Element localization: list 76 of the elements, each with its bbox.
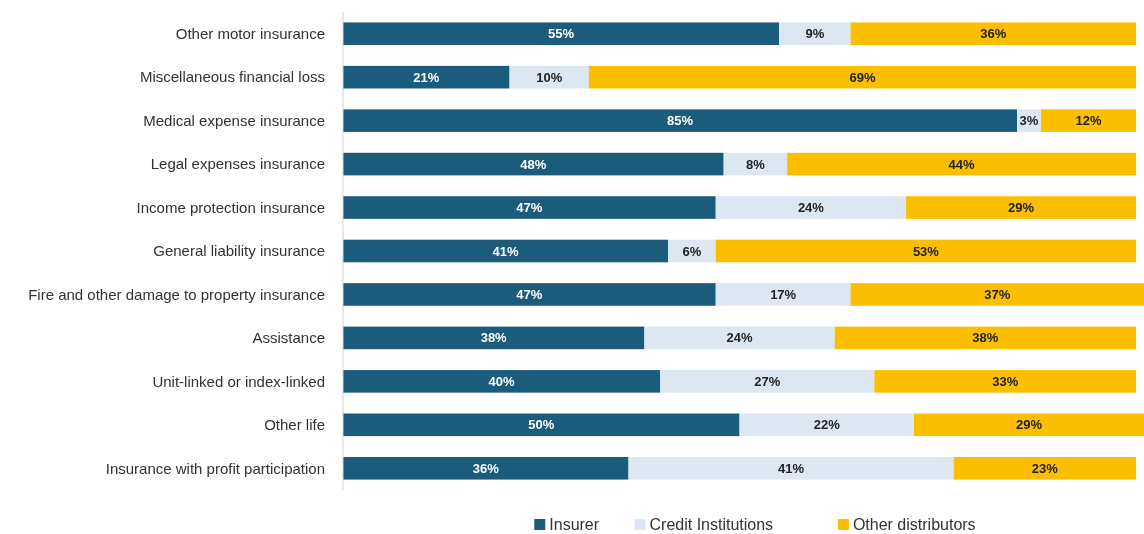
bar bbox=[343, 196, 716, 219]
data-label: 37% bbox=[984, 287, 1011, 302]
data-label: 27% bbox=[754, 373, 781, 389]
bar bbox=[628, 456, 954, 480]
bar bbox=[343, 283, 716, 306]
data-label: 10% bbox=[536, 69, 563, 85]
data-label: 21% bbox=[413, 69, 440, 85]
bar bbox=[343, 370, 661, 393]
data-label: 38% bbox=[972, 330, 999, 346]
y-tick-label: Unit-linked or index-linked bbox=[152, 372, 325, 390]
y-tick-label: Other life bbox=[264, 416, 325, 434]
bar bbox=[1040, 109, 1137, 132]
data-label: 9% bbox=[805, 26, 825, 42]
bar bbox=[787, 152, 1137, 176]
y-tick-label: Assistance bbox=[252, 329, 325, 347]
data-label: 53% bbox=[912, 243, 940, 259]
y-tick-label: Legal expenses insurance bbox=[150, 155, 325, 173]
bar bbox=[914, 413, 1144, 437]
bar bbox=[343, 456, 629, 480]
bar bbox=[588, 65, 1137, 89]
data-label: 6% bbox=[682, 243, 702, 259]
bar bbox=[343, 152, 724, 176]
bar bbox=[644, 326, 835, 350]
bar bbox=[343, 326, 645, 350]
bar bbox=[850, 283, 1144, 306]
bar bbox=[850, 22, 1137, 46]
legend-label: Other distributors bbox=[852, 516, 976, 534]
bar bbox=[953, 456, 1137, 480]
bar bbox=[343, 22, 780, 46]
legend-label: Insurer bbox=[549, 516, 600, 534]
data-label: 41% bbox=[492, 243, 520, 259]
data-label: 41% bbox=[778, 460, 805, 476]
data-label: 8% bbox=[746, 156, 766, 172]
data-label: 36% bbox=[472, 460, 500, 476]
data-label: 47% bbox=[516, 200, 543, 216]
bar bbox=[343, 109, 1018, 132]
bar bbox=[343, 65, 510, 89]
data-label: 22% bbox=[813, 417, 841, 433]
data-label: 29% bbox=[1015, 417, 1043, 433]
data-label: 24% bbox=[797, 200, 825, 216]
data-label: 47% bbox=[516, 287, 543, 302]
data-label: 55% bbox=[548, 26, 575, 42]
bar bbox=[343, 239, 669, 263]
data-label: 23% bbox=[1031, 460, 1059, 476]
y-tick-label: General liability insurance bbox=[153, 242, 325, 260]
data-label: 12% bbox=[1075, 113, 1102, 129]
y-tick-label: Other motor insurance bbox=[175, 24, 325, 42]
legend-label: Credit Institutions bbox=[649, 516, 774, 534]
data-label: 33% bbox=[992, 373, 1019, 389]
bar bbox=[834, 326, 1137, 350]
bar bbox=[906, 196, 1137, 219]
data-label: 17% bbox=[770, 287, 797, 302]
bar bbox=[715, 196, 907, 219]
y-tick-label: Miscellaneous financial loss bbox=[139, 68, 325, 86]
data-label: 38% bbox=[480, 330, 508, 346]
bar bbox=[715, 239, 1137, 263]
data-label: 24% bbox=[726, 330, 753, 346]
bar bbox=[739, 413, 915, 437]
data-label: 48% bbox=[520, 156, 547, 172]
data-label: 40% bbox=[488, 373, 516, 389]
bar bbox=[874, 370, 1137, 393]
data-label: 36% bbox=[980, 26, 1007, 42]
data-label: 44% bbox=[948, 156, 976, 172]
bar bbox=[343, 413, 740, 437]
data-label: 29% bbox=[1008, 200, 1035, 216]
y-tick-label: Insurance with profit participation bbox=[105, 459, 325, 477]
bar bbox=[779, 22, 851, 46]
y-tick-label: Fire and other damage to property insurance bbox=[28, 285, 325, 303]
data-label: 50% bbox=[528, 417, 555, 433]
y-tick-label: Medical expense insurance bbox=[143, 111, 325, 129]
y-tick-label: Income protection insurance bbox=[136, 198, 325, 216]
data-label: 3% bbox=[1019, 113, 1039, 129]
data-label: 69% bbox=[849, 69, 876, 85]
bar bbox=[660, 370, 875, 393]
bar bbox=[715, 283, 851, 306]
data-label: 85% bbox=[667, 113, 694, 129]
